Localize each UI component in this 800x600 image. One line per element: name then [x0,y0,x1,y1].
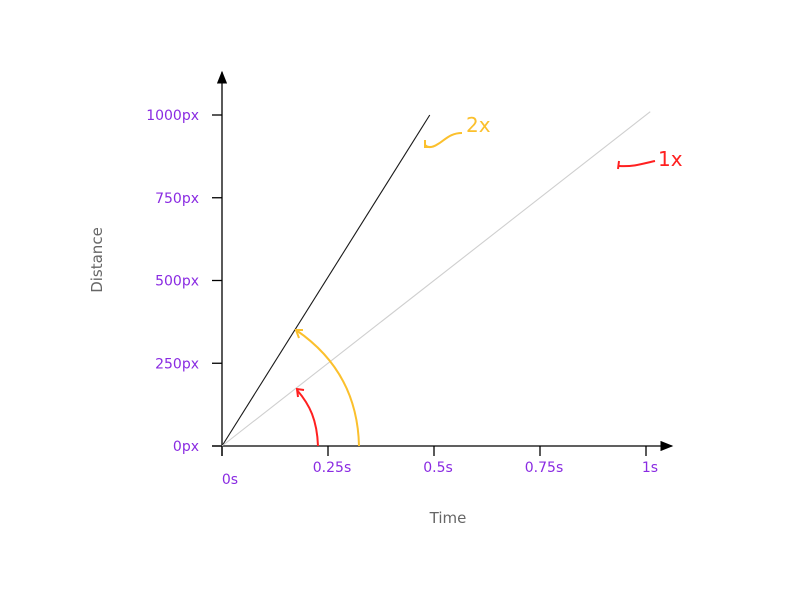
label-1x: 1x [658,147,683,171]
x-tick-label: 0.75s [525,460,563,476]
y-ticks: 0px 250px 500px 750px 1000px [146,108,222,455]
x-ticks: 0s 0.25s 0.5s 0.75s 1s [221,446,658,488]
label-1x-arrowhead-icon [617,160,620,170]
series-line-2x [221,114,431,447]
x-axis-title: Time [429,509,467,527]
x-tick-label: 0.5s [423,460,453,476]
yellow-arrowhead-icon [294,329,303,339]
label-2x: 2x [466,113,491,137]
series-line-1x [221,111,651,447]
red-arrowhead-icon [295,387,305,398]
yellow-angle-arrow [295,329,360,447]
y-tick-label: 500px [155,274,199,290]
y-tick-label: 750px [155,191,199,207]
label-2x-arrowhead-icon [424,140,431,148]
label-2x-arrow [424,132,463,149]
x-tick-label: 0s [222,472,238,488]
y-tick-label: 250px [155,356,199,372]
series-lines [221,111,651,447]
x-tick-label: 0.25s [313,460,351,476]
y-axis-title: Distance [88,227,106,293]
y-tick-label: 1000px [146,108,199,124]
label-1x-arrow [618,160,656,168]
y-tick-label: 0px [173,439,199,455]
x-tick-label: 1s [642,460,658,476]
red-angle-arrow [296,389,319,447]
axes [212,70,674,456]
